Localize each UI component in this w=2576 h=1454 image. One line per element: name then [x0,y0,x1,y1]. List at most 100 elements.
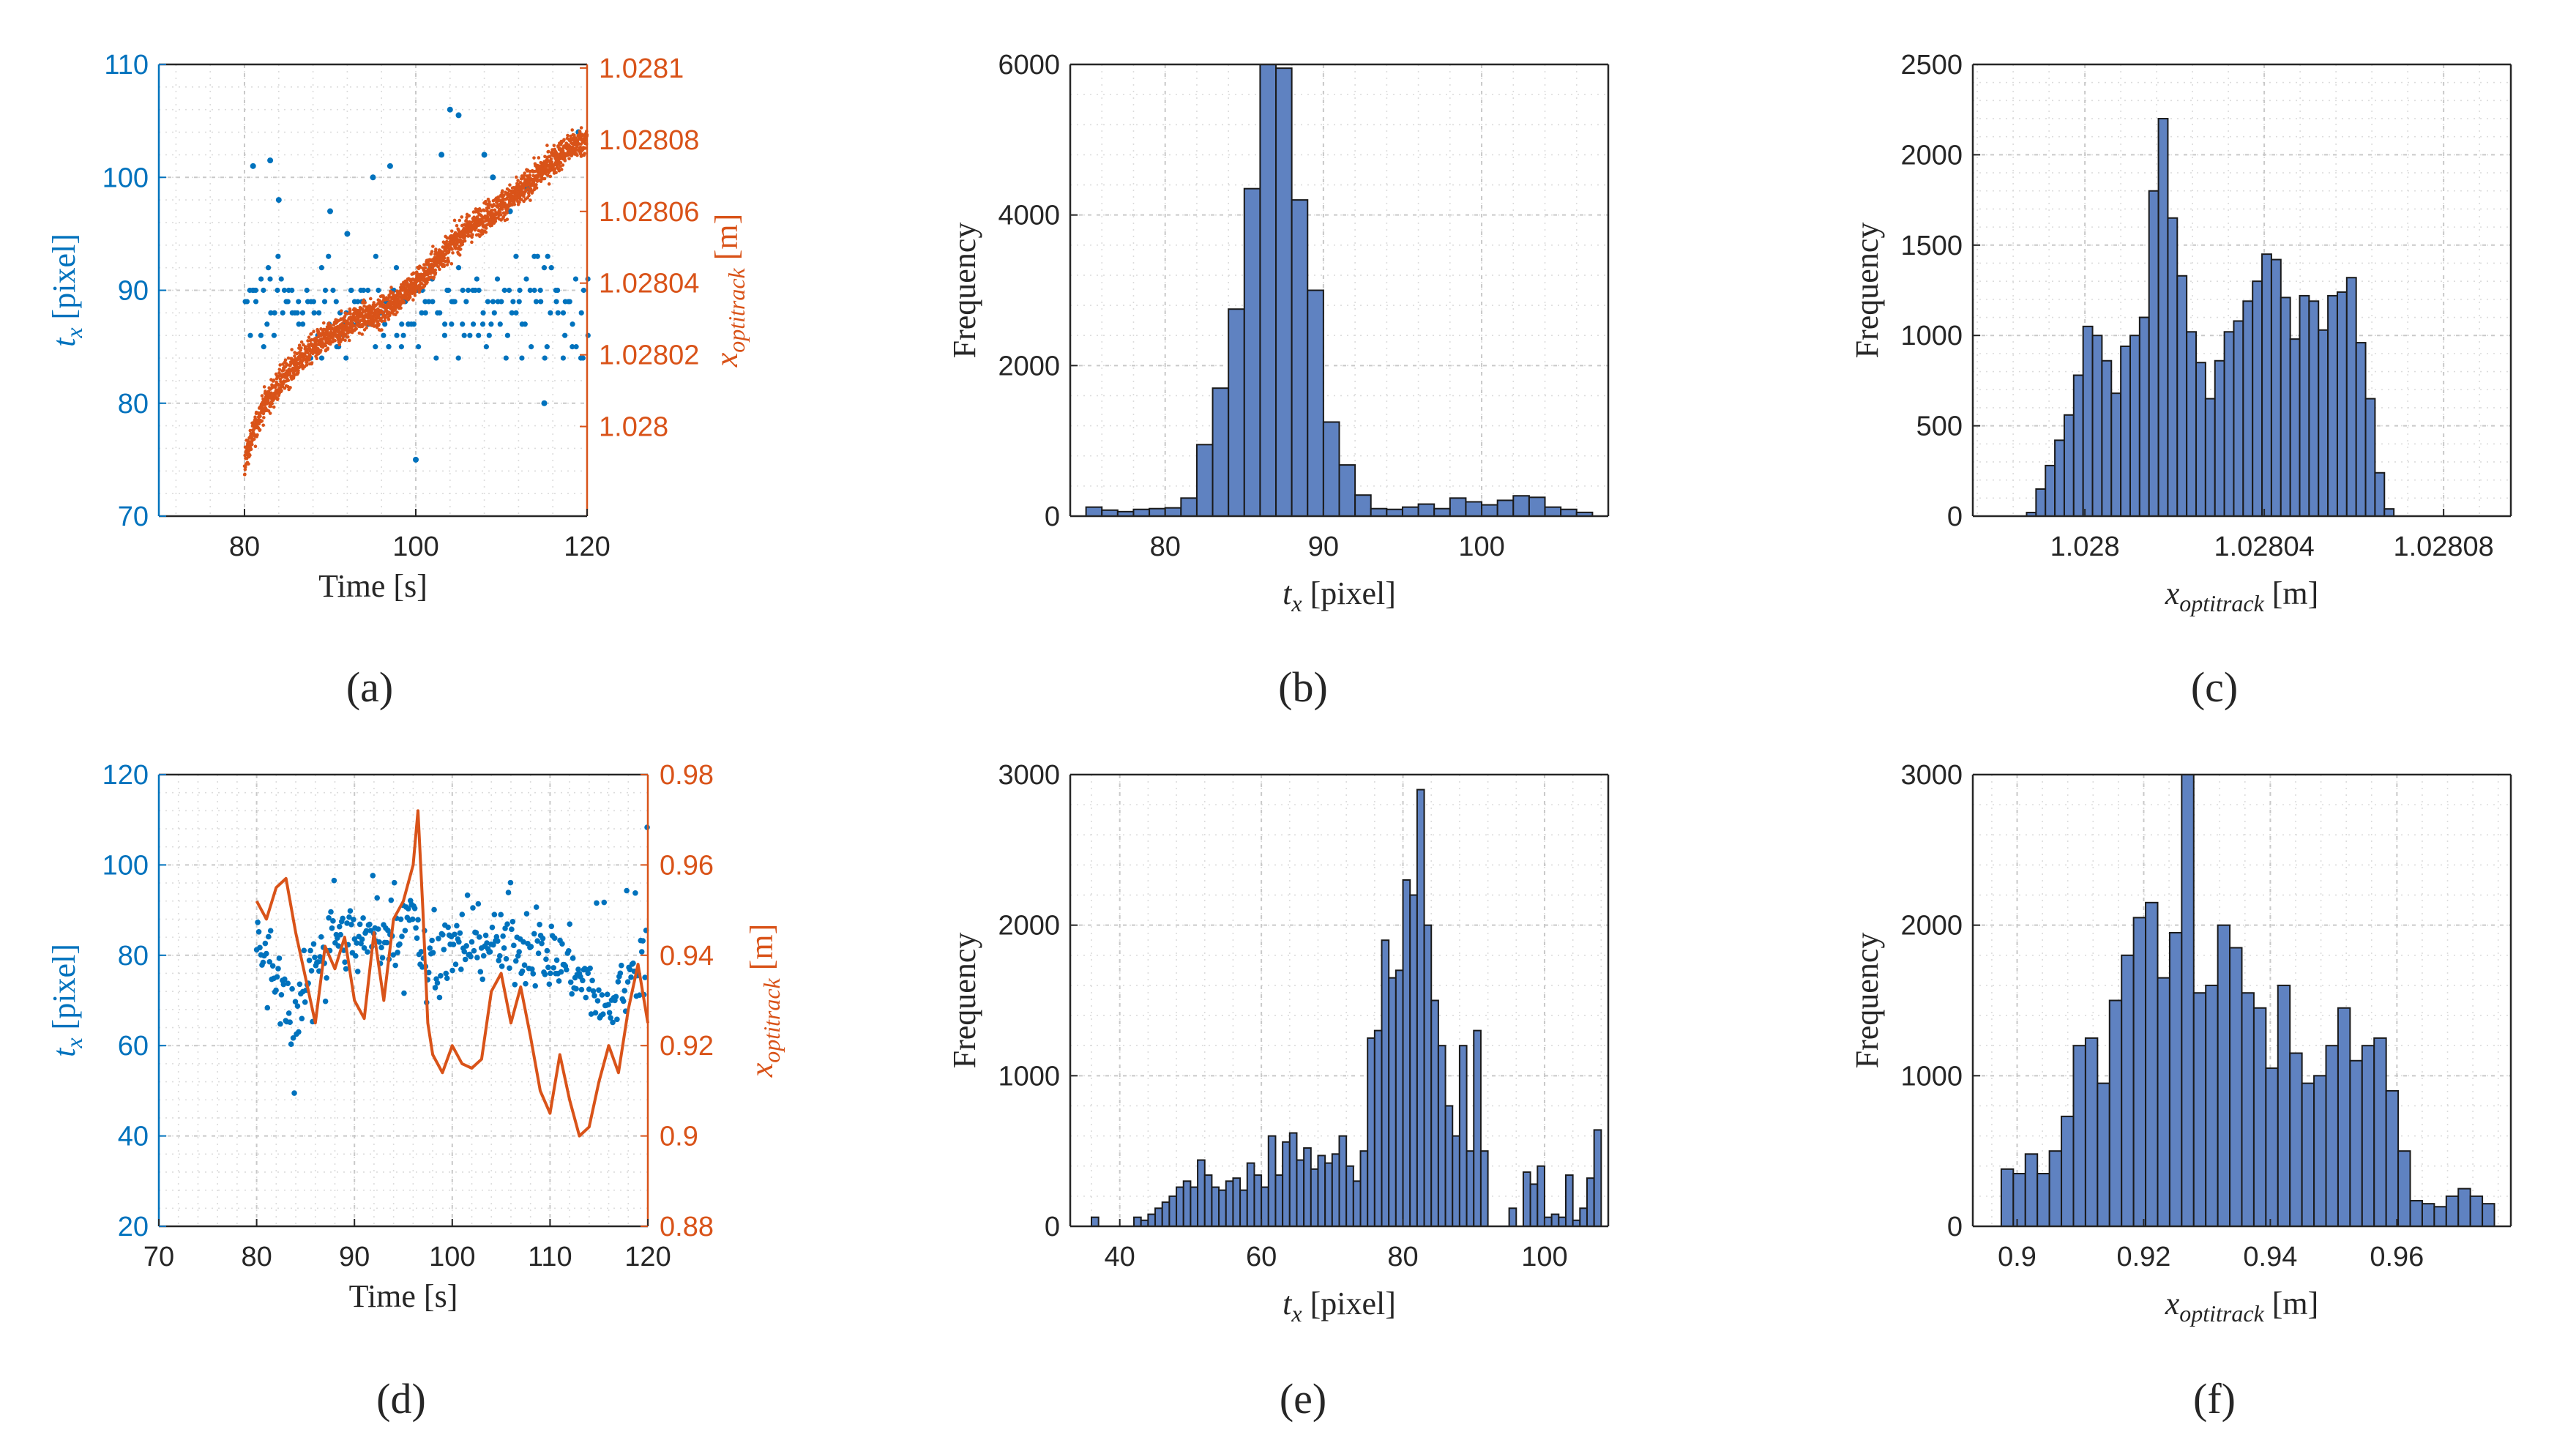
histogram-panel-b: 80 90 100 0 2000 4000 6000 Frequency tx [pixel] (… [947,50,1610,711]
tx-point [419,310,425,316]
histogram-bar [2148,190,2159,517]
optitrack-point [277,368,282,371]
optitrack-point [467,214,471,217]
tx-point [272,310,277,316]
tx-point [578,986,585,993]
histogram-bar [2110,392,2122,518]
optitrack-point [326,346,330,350]
optitrack-point [274,383,278,387]
y-right-tick-label: 0.98 [660,760,714,791]
tx-point [347,908,354,914]
histogram-bar [1274,1174,1284,1228]
tx-point [452,961,459,967]
tx-point [447,106,453,113]
tx-point [266,958,273,965]
tx-point [330,287,336,294]
tx-point [395,950,400,955]
tx-point [365,287,371,294]
optitrack-point [422,263,426,266]
optitrack-point [554,171,558,175]
x-tick-label: 80 [1150,532,1181,562]
tx-point [392,962,398,969]
tx-point [456,939,462,945]
tx-point [261,344,266,350]
histogram-bar [2252,1007,2267,1227]
optitrack-point [354,327,358,331]
tx-point [278,991,285,998]
optitrack-point [258,428,262,432]
histogram-bar [2214,359,2225,518]
bars [1091,788,1602,1228]
x-tick-label: 1.028 [2050,532,2120,562]
tx-point [337,931,344,938]
tx-point [615,979,621,985]
tx-point [499,963,505,969]
histogram-bar [2097,1082,2110,1228]
tx-point [373,253,378,259]
optitrack-point [463,239,467,243]
optitrack-point [383,315,387,319]
histogram-bar [1307,289,1324,517]
tx-point [585,970,591,977]
optitrack-point [545,143,549,147]
tx-point [296,321,302,327]
tx-point [442,321,448,327]
tx-point [250,163,256,169]
histogram-bar [2308,300,2320,517]
histogram-bar [2063,414,2075,517]
optitrack-point [260,419,264,423]
tx-point [534,938,540,944]
tx-point [326,914,332,921]
tx-point [280,310,285,316]
x-tick-label: 120 [564,532,610,562]
tx-point [618,962,624,969]
histogram-bar [2084,1037,2099,1227]
tx-point [287,1019,293,1026]
histogram-bar [1437,1045,1446,1227]
x-tick-label: 100 [1458,532,1504,562]
histogram-bar [1458,1045,1468,1227]
tx-point [567,979,574,985]
y-tick-label: 2000 [1900,140,1963,171]
optitrack-point [561,163,565,167]
tx-point [565,299,572,305]
tx-point [387,163,393,169]
histogram-bar [2318,329,2329,517]
tx-point [302,999,308,1005]
tx-point [308,968,315,974]
optitrack-point [402,300,406,305]
x-tick-label: 40 [1105,1242,1135,1272]
optitrack-point [458,253,462,257]
optitrack-point [553,167,557,171]
optitrack-point [383,318,387,323]
tx-point [480,952,487,959]
tx-point [335,943,342,949]
optitrack-point [272,405,276,409]
x-tick-label: 0.9 [1998,1242,2036,1272]
y-right-axis-label: xoptitrack [m] [744,924,785,1078]
y-right-tick-label: 1.028 [599,412,668,443]
tx-point [452,931,458,938]
tx-point [590,988,597,994]
y-right-tick-label: 0.9 [660,1122,698,1152]
tx-point [588,1011,594,1017]
tx-point [482,932,489,939]
optitrack-point [324,343,328,348]
optitrack-point [482,209,486,212]
histogram-bar [2277,984,2291,1228]
tx-point [258,332,264,338]
optitrack-point [255,433,259,437]
x-tick-label: 70 [143,1242,174,1272]
tx-point [450,299,456,305]
tx-point [288,1041,294,1048]
y-tick-label: 6000 [998,50,1060,81]
tx-point [509,918,516,925]
tx-point [530,971,537,977]
tx-point [624,887,630,894]
tx-point [628,974,634,980]
tx-point [583,994,589,1001]
tx-point [253,299,259,305]
tx-point [425,969,432,976]
histogram-bar [2204,398,2216,518]
tx-point [268,310,274,316]
